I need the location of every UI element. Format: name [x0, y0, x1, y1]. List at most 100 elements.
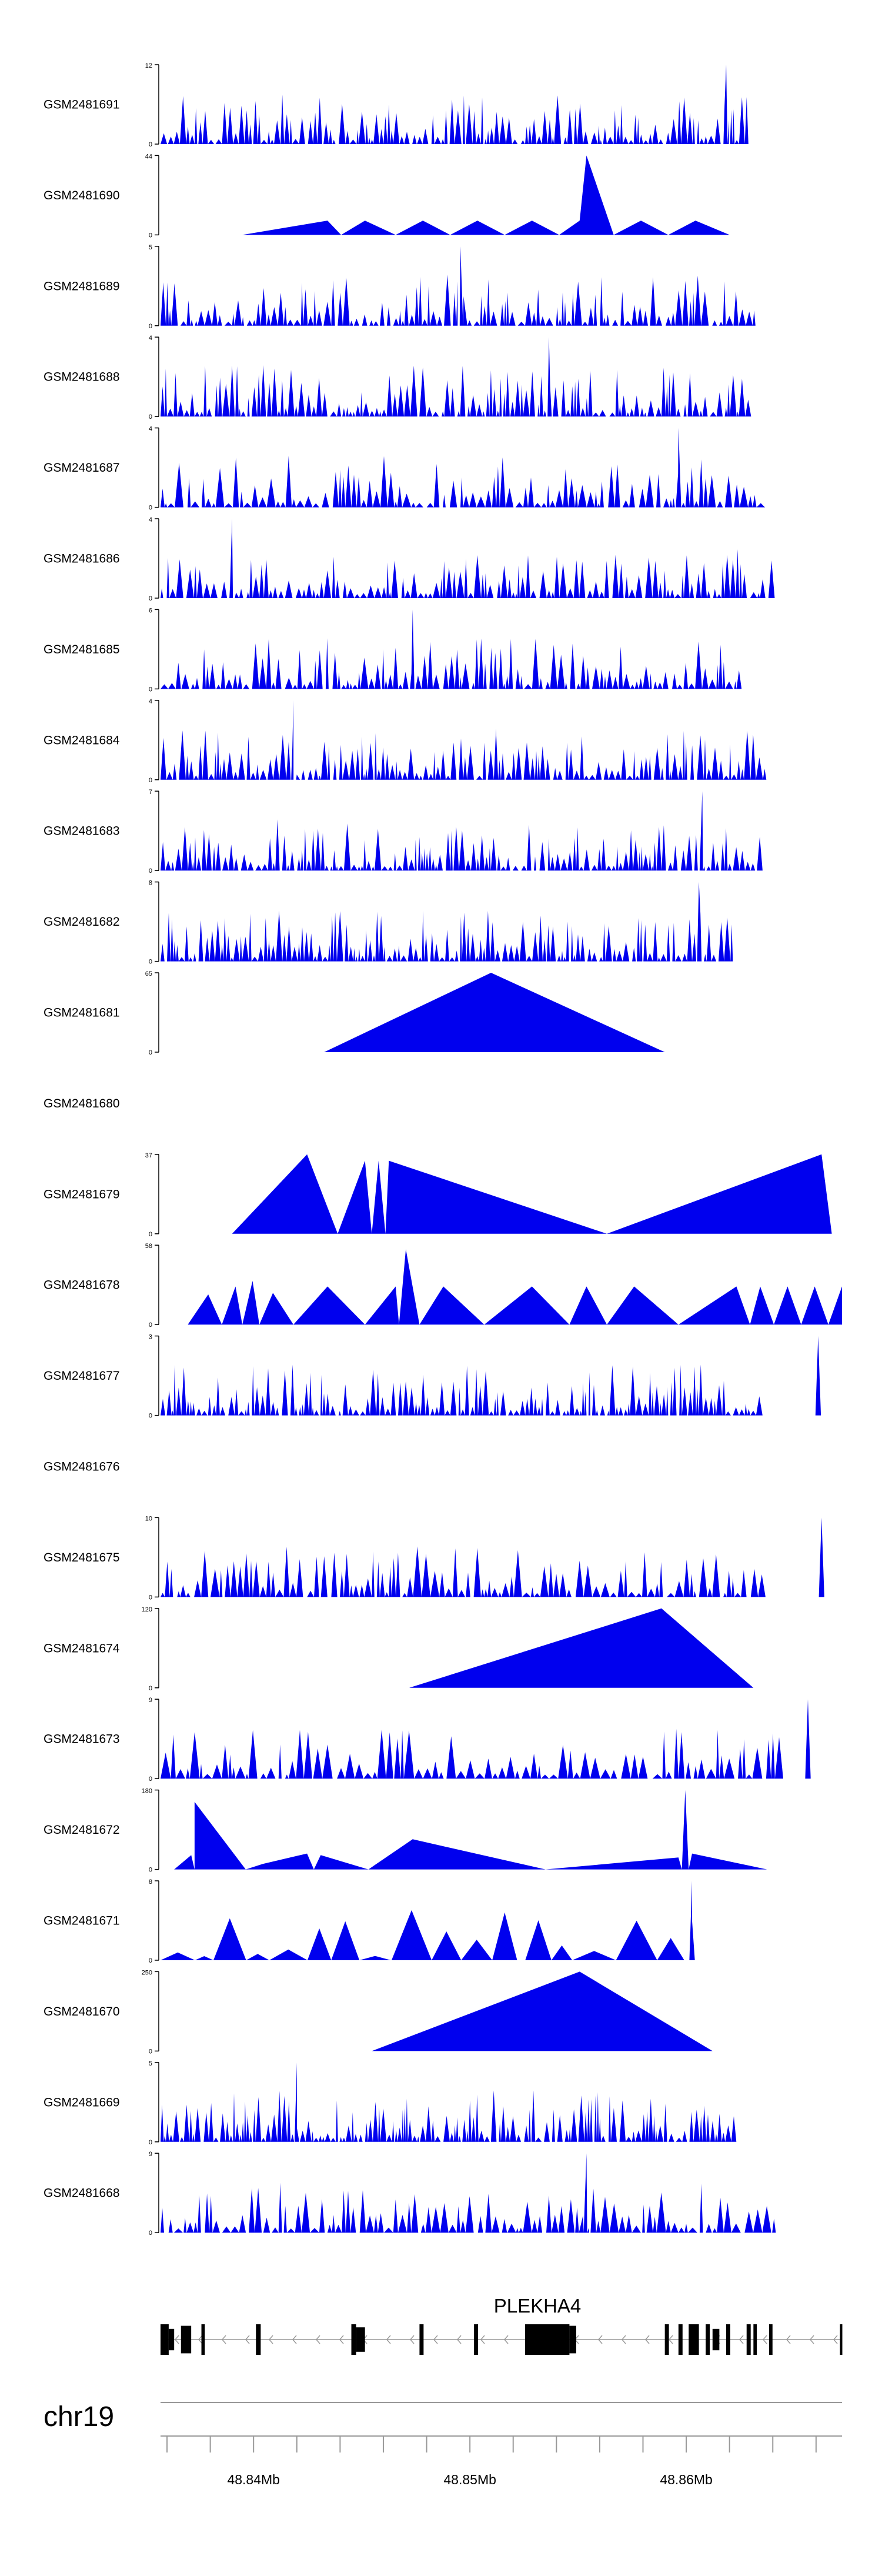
track-GSM2481685: GSM2481685 6 0 [44, 607, 842, 693]
y-min-label: 0 [149, 867, 152, 875]
strand-arrow [833, 2335, 838, 2344]
exon [569, 2325, 576, 2354]
exon [689, 2324, 699, 2355]
track-GSM2481669: GSM2481669 5 0 [44, 2060, 842, 2146]
coverage-area [161, 337, 842, 417]
strand-arrow [504, 2335, 509, 2344]
coverage-area [161, 1249, 842, 1325]
strand-arrow [622, 2335, 626, 2344]
chromosome-label: chr19 [44, 2401, 114, 2432]
axis-tick-label: 48.85Mb [443, 2472, 496, 2487]
strand-arrow [786, 2335, 791, 2344]
coverage-tracks: GSM2481691120GSM2481690440GSM248168950GS… [44, 62, 842, 2237]
track-GSM2481690: GSM2481690 44 0 [44, 153, 842, 239]
y-min-label: 0 [149, 141, 152, 148]
y-max-label: 44 [145, 153, 152, 160]
y-max-label: 9 [149, 2151, 152, 2158]
coverage-area [161, 1608, 842, 1688]
exon [181, 2325, 192, 2354]
strand-arrow [339, 2335, 344, 2344]
y-min-label: 0 [149, 1049, 152, 1056]
y-max-label: 4 [149, 516, 152, 523]
track-GSM2481670: GSM2481670 250 0 [44, 1969, 842, 2055]
y-max-label: 3 [149, 1334, 152, 1341]
strand-arrow [669, 2335, 673, 2344]
exon [706, 2324, 710, 2355]
coverage-area [161, 428, 842, 508]
coverage-area [161, 519, 842, 598]
strand-arrow [739, 2335, 744, 2344]
strand-arrow [269, 2335, 273, 2344]
y-min-label: 0 [149, 1957, 152, 1964]
track-GSM2481674: GSM2481674 120 0 [44, 1606, 842, 1692]
exon [769, 2324, 773, 2355]
track-name: GSM2481688 [44, 371, 120, 384]
track-GSM2481671: GSM2481671 8 0 [44, 1878, 842, 1964]
y-max-label: 4 [149, 698, 152, 705]
y-max-label: 12 [145, 62, 152, 69]
y-max-label: 250 [142, 1969, 152, 1976]
y-min-label: 0 [149, 1867, 152, 1874]
coverage-area [161, 65, 842, 144]
coverage-area [161, 973, 842, 1052]
strand-arrow [645, 2335, 650, 2344]
coverage-area [161, 609, 842, 689]
y-max-label: 7 [149, 789, 152, 796]
y-min-label: 0 [149, 323, 152, 330]
strand-arrow [386, 2335, 391, 2344]
track-name: GSM2481668 [44, 2187, 120, 2200]
y-min-label: 0 [149, 2048, 152, 2055]
strand-arrow [245, 2335, 250, 2344]
track-name: GSM2481686 [44, 552, 120, 566]
y-min-label: 0 [149, 1322, 152, 1329]
track-GSM2481681: GSM2481681 65 0 [44, 970, 842, 1056]
y-min-label: 0 [149, 595, 152, 602]
coverage-area [161, 2062, 842, 2142]
track-name: GSM2481669 [44, 2095, 120, 2109]
track-name: GSM2481675 [44, 1551, 120, 1564]
track-GSM2481679: GSM2481679 37 0 [44, 1152, 842, 1238]
track-GSM2481691: GSM2481691 12 0 [44, 62, 842, 148]
y-min-label: 0 [149, 1776, 152, 1783]
exon [712, 2328, 720, 2351]
y-max-label: 6 [149, 607, 152, 614]
coverage-area [161, 791, 842, 871]
y-max-label: 10 [145, 1515, 152, 1522]
exon [726, 2324, 730, 2355]
strand-arrow [410, 2335, 415, 2344]
track-GSM2481687: GSM2481687 4 0 [44, 426, 842, 512]
strand-arrow [810, 2335, 814, 2344]
coverage-area [161, 1336, 842, 1416]
track-GSM2481686: GSM2481686 4 0 [44, 516, 842, 602]
track-name: GSM2481680 [44, 1097, 120, 1110]
y-min-label: 0 [149, 1594, 152, 1601]
coverage-area [161, 2153, 842, 2233]
y-min-label: 0 [149, 2230, 152, 2237]
track-name: GSM2481678 [44, 1279, 120, 1292]
exon [840, 2324, 843, 2355]
track-name: GSM2481687 [44, 461, 120, 475]
genome-axis: 48.84Mb 48.85Mb 48.86Mb [161, 2402, 842, 2487]
track-name: GSM2481684 [44, 733, 120, 747]
gene-track: PLEKHA4 [161, 2295, 843, 2355]
strand-arrow [222, 2335, 226, 2344]
y-max-label: 5 [149, 244, 152, 251]
y-min-label: 0 [149, 413, 152, 421]
track-name: GSM2481682 [44, 915, 120, 929]
track-name: GSM2481672 [44, 1823, 120, 1837]
track-name: GSM2481674 [44, 1641, 120, 1655]
exon [474, 2324, 479, 2355]
track-GSM2481672: GSM2481672 180 0 [44, 1788, 842, 1874]
strand-arrow [598, 2335, 603, 2344]
strand-arrow [292, 2335, 297, 2344]
axis-tick-label: 48.84Mb [227, 2472, 280, 2487]
track-GSM2481673: GSM2481673 9 0 [44, 1697, 842, 1783]
coverage-area [161, 1971, 842, 2051]
coverage-area [161, 246, 842, 326]
exon [351, 2324, 356, 2355]
track-name: GSM2481685 [44, 643, 120, 656]
track-GSM2481668: GSM2481668 9 0 [44, 2151, 842, 2237]
y-max-label: 8 [149, 880, 152, 887]
track-name: GSM2481683 [44, 825, 120, 838]
